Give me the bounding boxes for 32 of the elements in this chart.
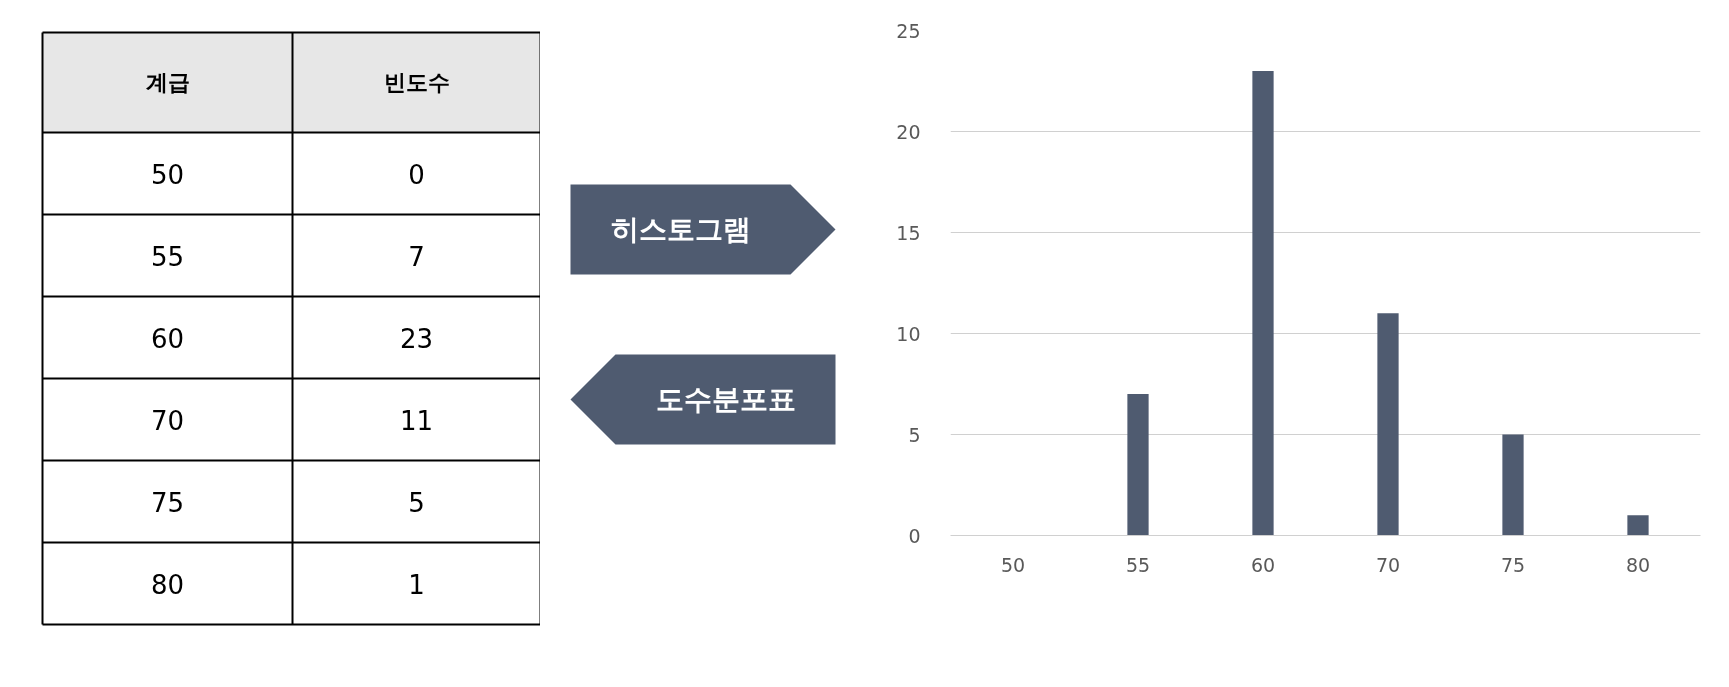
text: 1 — [408, 569, 425, 600]
text: 23 — [399, 323, 434, 354]
text: 0 — [408, 159, 425, 190]
text: 55 — [150, 241, 185, 272]
bar — [1627, 515, 1649, 536]
text: 빈도수 — [383, 70, 450, 95]
x-tick-label: 50 — [1000, 553, 1026, 576]
x-tick-label: 55 — [1125, 553, 1151, 576]
y-tick-label: 25 — [896, 19, 921, 42]
text: 70 — [150, 405, 185, 436]
y-tick-label: 0 — [908, 524, 921, 547]
text: 11 — [399, 405, 434, 436]
text: 계급 — [145, 70, 190, 95]
x-tick-label: 70 — [1375, 553, 1401, 576]
bar — [1252, 70, 1274, 536]
text: 7 — [408, 241, 425, 272]
text: 50 — [150, 159, 185, 190]
text: 도수분포표 — [655, 383, 796, 416]
bar — [1377, 313, 1399, 536]
y-tick-label: 20 — [896, 120, 921, 143]
bar — [1502, 434, 1524, 536]
text: 75 — [150, 487, 185, 518]
x-tick-label: 75 — [1500, 553, 1526, 576]
text: 히스토그램 — [610, 213, 751, 246]
y-tick-label: 5 — [908, 423, 921, 446]
text: 60 — [150, 323, 185, 354]
x-tick-label: 60 — [1250, 553, 1276, 576]
bar — [1127, 394, 1149, 536]
y-tick-label: 15 — [896, 221, 921, 244]
x-tick-label: 80 — [1625, 553, 1651, 576]
y-tick-label: 10 — [896, 322, 921, 345]
text: 5 — [408, 487, 425, 518]
